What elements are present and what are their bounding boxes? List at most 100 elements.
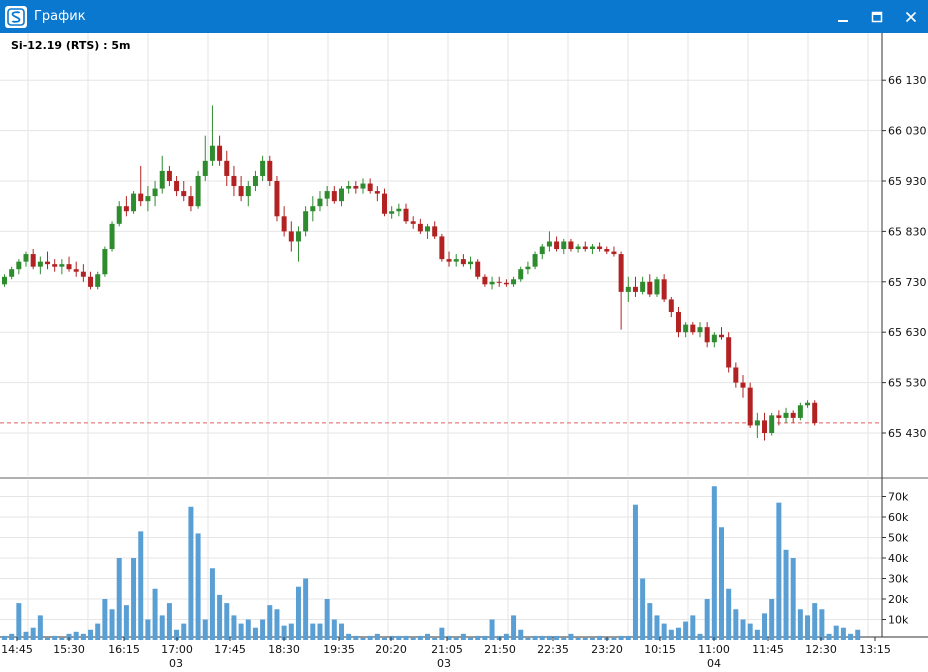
volume-bar xyxy=(303,578,309,640)
date-label: 03 xyxy=(169,657,183,670)
candle-body xyxy=(195,175,201,207)
candle-body xyxy=(174,181,180,192)
volume-bar xyxy=(561,637,567,640)
volume-bar xyxy=(539,635,545,640)
volume-bar xyxy=(59,637,65,640)
candle-body xyxy=(611,251,617,255)
volume-bar xyxy=(30,627,36,640)
candle-body xyxy=(640,281,646,292)
close-icon xyxy=(905,11,917,22)
volume-bar xyxy=(697,633,703,640)
volume-bar xyxy=(740,619,746,640)
volume-bar xyxy=(195,533,201,640)
volume-bar xyxy=(468,637,474,640)
candle-body xyxy=(790,412,796,418)
candle-body xyxy=(45,261,51,265)
candle-body xyxy=(446,259,452,262)
candle-body xyxy=(647,281,653,295)
volume-bar xyxy=(618,635,624,640)
volume-bar xyxy=(281,625,287,640)
volume-bar xyxy=(417,635,423,640)
candle-body xyxy=(159,170,165,189)
candle-body xyxy=(704,327,710,343)
candle-body xyxy=(625,286,631,292)
volume-bar xyxy=(267,605,273,640)
candle-body xyxy=(202,160,208,176)
candle-body xyxy=(503,282,509,285)
price-axis-label: 65 930 xyxy=(888,175,927,188)
candle-body xyxy=(525,266,531,270)
candle-body xyxy=(460,259,466,265)
volume-bar xyxy=(661,623,667,640)
candle-body xyxy=(489,281,495,285)
volume-bar xyxy=(382,637,388,640)
volume-bar xyxy=(719,527,724,640)
volume-bar xyxy=(683,621,689,640)
window-titlebar[interactable]: График xyxy=(0,0,928,33)
candle-body xyxy=(59,264,65,267)
volume-bar xyxy=(360,637,366,640)
volume-bar xyxy=(640,578,646,640)
minimize-button[interactable] xyxy=(826,0,860,33)
candle-body xyxy=(582,246,588,250)
volume-bar xyxy=(310,623,316,640)
candle-body xyxy=(561,241,567,250)
candle-body xyxy=(238,186,244,197)
candle-body xyxy=(762,420,768,433)
candle-body xyxy=(747,387,753,426)
volume-axis-label: 10k xyxy=(888,614,909,627)
volume-bar xyxy=(174,629,180,640)
volume-bar xyxy=(776,502,782,640)
app-logo-icon xyxy=(5,5,27,28)
volume-bar xyxy=(66,633,72,640)
volume-bar xyxy=(410,637,416,640)
volume-bar xyxy=(181,623,187,640)
volume-bar xyxy=(432,637,438,640)
candle-body xyxy=(396,208,402,212)
candle-body xyxy=(131,193,137,212)
price-volume-chart[interactable]: 66 130 66 030 65 930 65 830 65 730 65 630 65 5… xyxy=(0,33,928,672)
candle-body xyxy=(754,420,760,426)
volume-bar xyxy=(733,609,739,640)
candle-body xyxy=(675,312,681,333)
volume-axis-label: 60k xyxy=(888,511,909,524)
volume-bar xyxy=(338,623,344,640)
volume-bar xyxy=(45,637,51,640)
candle-body xyxy=(683,324,689,333)
candle-body xyxy=(711,334,717,343)
volume-bar xyxy=(389,635,395,640)
volume-bar xyxy=(52,635,58,640)
time-axis-label: 18:30 xyxy=(268,643,300,656)
volume-bar xyxy=(482,635,488,640)
candle-body xyxy=(116,206,122,224)
candle-body xyxy=(432,226,438,237)
volume-bar xyxy=(88,629,94,640)
candle-body xyxy=(145,196,151,202)
candle-body xyxy=(417,223,423,232)
volume-bar xyxy=(453,637,459,640)
volume-bar xyxy=(711,486,717,640)
volume-bar xyxy=(460,633,466,640)
volume-bar xyxy=(797,609,803,640)
time-axis-label: 10:15 xyxy=(644,643,676,656)
volume-bar xyxy=(346,633,352,640)
maximize-button[interactable] xyxy=(860,0,894,33)
close-button[interactable] xyxy=(894,0,928,33)
candle-body xyxy=(403,208,409,222)
candle-body xyxy=(88,276,94,287)
volume-bar xyxy=(260,619,266,640)
volume-bar xyxy=(367,635,373,640)
price-axis-label: 65 530 xyxy=(888,377,927,390)
volume-bar xyxy=(9,633,15,640)
candle-body xyxy=(482,276,488,285)
volume-bar xyxy=(224,603,230,640)
volume-bar xyxy=(23,631,29,640)
chart-area[interactable]: 66 130 66 030 65 930 65 830 65 730 65 630 65 5… xyxy=(0,33,928,672)
candle-body xyxy=(274,181,280,217)
volume-bar xyxy=(496,635,502,640)
candle-body xyxy=(346,186,352,189)
volume-bar xyxy=(582,637,588,640)
candle-body xyxy=(496,281,502,283)
volume-bar xyxy=(833,625,839,640)
volume-bar xyxy=(80,633,86,640)
